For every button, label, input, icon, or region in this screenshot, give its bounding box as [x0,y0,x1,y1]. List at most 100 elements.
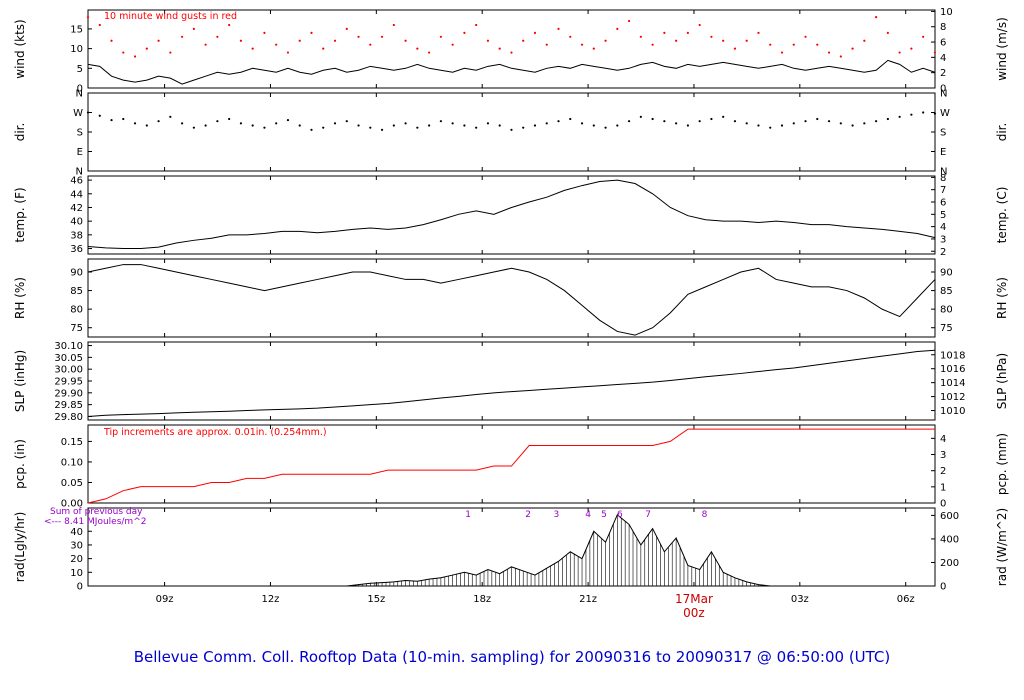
svg-text:30: 30 [70,540,83,551]
svg-text:rad(Lgly/hr): rad(Lgly/hr) [13,512,27,583]
svg-text:W: W [73,108,83,119]
svg-text:5: 5 [601,510,607,520]
svg-text:wind (m/s): wind (m/s) [995,17,1009,81]
svg-text:S: S [940,128,946,139]
radiation-sum-note-line1: Sum of previous day [50,507,143,517]
svg-text:0: 0 [77,84,83,95]
svg-text:40: 40 [70,527,83,538]
svg-text:29.95: 29.95 [54,377,83,388]
svg-text:temp. (C): temp. (C) [995,187,1009,244]
svg-text:1010: 1010 [940,406,965,417]
svg-text:pcp. (mm): pcp. (mm) [995,433,1009,495]
radiation-sum-note-line2: <--- 8.41 MJoules/m^2 [44,517,147,527]
svg-text:80: 80 [70,305,83,316]
svg-text:SLP (inHg): SLP (inHg) [13,350,27,412]
svg-text:30.05: 30.05 [54,353,83,364]
svg-text:40: 40 [70,217,83,228]
svg-text:17Mar: 17Mar [675,592,713,606]
svg-text:0: 0 [940,582,946,593]
svg-text:0: 0 [940,84,946,95]
svg-text:90: 90 [940,268,953,279]
svg-text:3: 3 [940,234,946,245]
svg-text:wind (kts): wind (kts) [13,19,27,78]
svg-text:dir.: dir. [13,123,27,142]
svg-text:4: 4 [585,510,591,520]
panel-rh: 75 80 85 90 75 80 85 90 RH (%) RH (%) [13,258,1009,338]
svg-text:7: 7 [645,510,651,520]
svg-text:0.15: 0.15 [61,437,83,448]
svg-text:N: N [940,167,947,178]
svg-text:200: 200 [940,558,959,569]
svg-text:3: 3 [940,450,946,461]
svg-text:0.10: 0.10 [61,457,83,468]
svg-text:RH (%): RH (%) [13,277,27,319]
svg-text:6: 6 [617,510,623,520]
svg-text:42: 42 [70,203,83,214]
svg-text:0: 0 [940,499,946,510]
svg-text:5: 5 [940,210,946,221]
svg-text:30.10: 30.10 [54,341,83,352]
svg-text:36: 36 [70,244,83,255]
svg-text:2: 2 [940,68,946,79]
svg-text:10: 10 [70,568,83,579]
svg-text:1014: 1014 [940,378,965,389]
svg-text:20: 20 [70,554,83,565]
svg-text:1012: 1012 [940,392,965,403]
svg-text:46: 46 [70,176,83,187]
svg-text:N: N [76,89,83,100]
svg-text:4: 4 [940,222,946,233]
svg-text:E: E [77,147,83,158]
svg-text:00z: 00z [683,606,705,620]
svg-text:75: 75 [70,323,83,334]
svg-text:30.00: 30.00 [54,365,83,376]
svg-text:4: 4 [940,53,946,64]
svg-text:S: S [77,128,83,139]
svg-text:dir.: dir. [995,123,1009,142]
svg-text:1018: 1018 [940,350,965,361]
svg-text:5: 5 [77,64,83,75]
svg-text:8: 8 [702,510,708,520]
svg-text:29.80: 29.80 [54,412,83,423]
wind-gust-note: 10 minute wind gusts in red [104,11,238,22]
svg-text:21z: 21z [579,594,597,605]
svg-text:10: 10 [70,44,83,55]
svg-text:12z: 12z [261,594,279,605]
svg-text:1: 1 [940,482,946,493]
svg-text:RH (%): RH (%) [995,277,1009,319]
panel-wind: 0 5 10 15 0 2 4 6 8 10 wind (kts) wind (m/s) [13,7,1009,95]
svg-text:3: 3 [553,510,559,520]
svg-text:600: 600 [940,511,959,522]
svg-text:1: 1 [465,510,471,520]
svg-text:38: 38 [70,230,83,241]
svg-text:2: 2 [940,247,946,258]
svg-text:W: W [940,108,950,119]
svg-text:85: 85 [940,286,953,297]
svg-text:06z: 06z [897,594,915,605]
svg-text:10: 10 [940,7,953,18]
svg-text:29.85: 29.85 [54,400,83,411]
tip-increment-note: Tip increments are approx. 0.01in. (0.25… [104,427,327,438]
svg-text:2: 2 [525,510,531,520]
svg-text:0: 0 [77,582,83,593]
svg-text:2: 2 [940,466,946,477]
svg-text:6: 6 [940,38,946,49]
chart-title: Bellevue Comm. Coll. Rooftop Data (10-mi… [133,648,891,666]
svg-text:03z: 03z [791,594,809,605]
svg-text:N: N [940,89,947,100]
svg-text:29.90: 29.90 [54,388,83,399]
svg-text:E: E [940,147,946,158]
svg-text:15: 15 [70,24,83,35]
svg-text:85: 85 [70,286,83,297]
svg-text:1016: 1016 [940,364,965,375]
svg-text:4: 4 [940,434,946,445]
svg-text:18z: 18z [473,594,491,605]
svg-text:N: N [76,167,83,178]
svg-text:temp. (F): temp. (F) [13,187,27,242]
svg-text:44: 44 [70,189,83,200]
svg-text:7: 7 [940,185,946,196]
